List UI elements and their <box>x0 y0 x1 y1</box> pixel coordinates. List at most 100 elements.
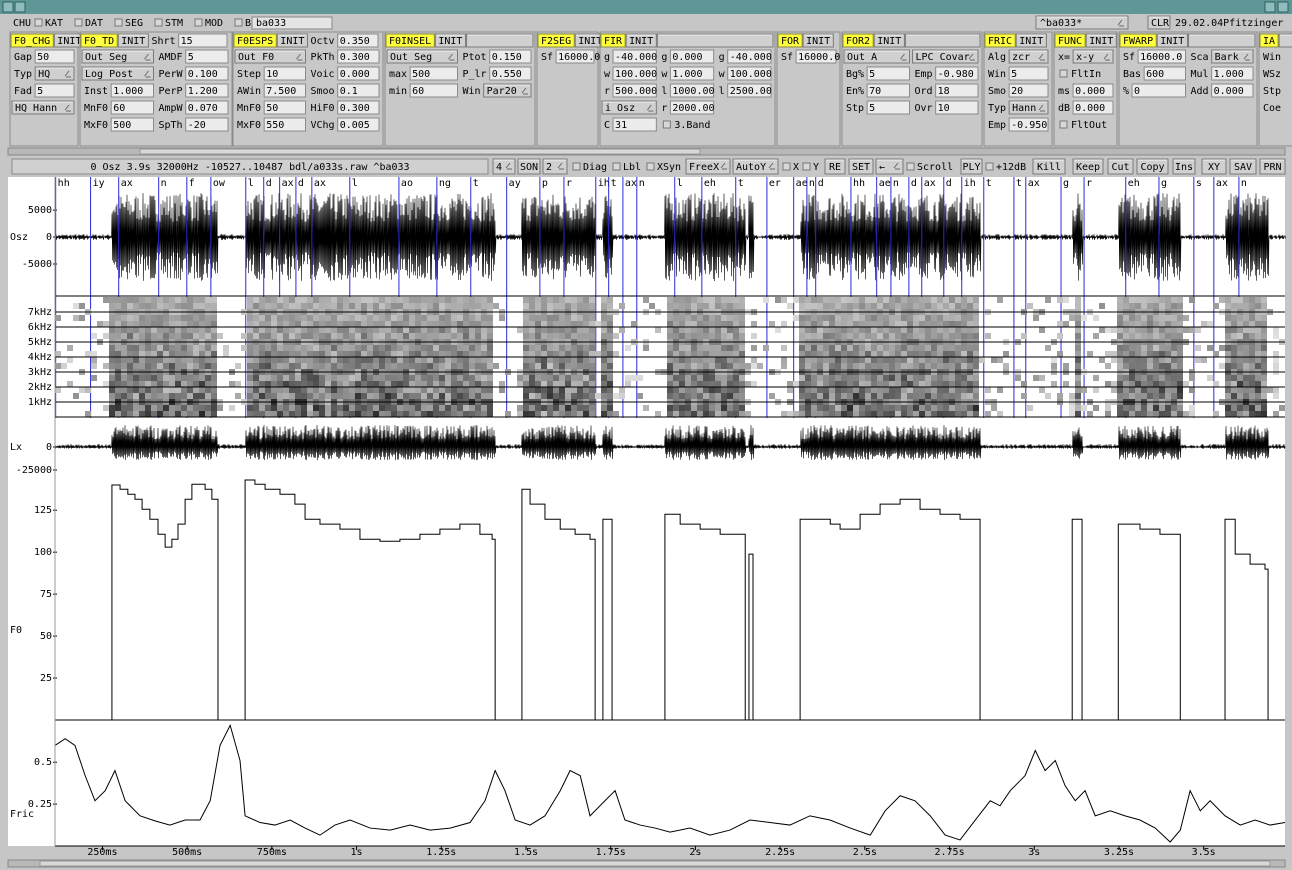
segment-label[interactable]: n <box>1241 178 1247 189</box>
tool-button-text[interactable]: Kill <box>1037 162 1061 173</box>
param-menu-text[interactable]: Hann <box>1012 103 1036 114</box>
minimize-button[interactable] <box>1265 2 1275 12</box>
param-value[interactable]: 16000.0 <box>558 52 600 63</box>
param-value[interactable]: 2000.00 <box>672 103 714 114</box>
segment-label[interactable]: l <box>677 178 683 189</box>
tool-button-text[interactable]: Keep <box>1076 162 1100 173</box>
param-value[interactable]: 1.000 <box>1214 69 1244 80</box>
param-value[interactable]: 16000.0 <box>1140 52 1182 63</box>
tool-button-text[interactable]: RE <box>829 162 841 173</box>
maximize-button[interactable] <box>1278 2 1288 12</box>
segment-label[interactable]: hh <box>58 178 70 189</box>
param-value[interactable]: 60 <box>113 103 125 114</box>
param-value[interactable]: 0.300 <box>340 103 370 114</box>
toolbar-checkbox[interactable] <box>35 19 42 26</box>
init-button-text[interactable]: INIT <box>806 36 830 47</box>
segment-label[interactable]: d <box>818 178 824 189</box>
param-menu-text[interactable]: Par20 <box>487 86 517 97</box>
param-value[interactable]: 10 <box>938 103 950 114</box>
param-value[interactable]: 50 <box>266 103 278 114</box>
param-value[interactable]: 70 <box>869 86 881 97</box>
window-icon[interactable] <box>15 2 25 12</box>
toolbar-checkbox[interactable] <box>195 19 202 26</box>
toggle-label[interactable]: Diag <box>583 162 607 173</box>
param-value[interactable]: 0.070 <box>188 103 218 114</box>
toggle-label[interactable]: X <box>793 162 799 173</box>
param-value[interactable]: 550 <box>266 120 284 131</box>
toggle-box[interactable] <box>573 163 580 170</box>
param-menu-text[interactable]: HQ Hann <box>15 103 57 114</box>
toggle-box[interactable] <box>783 163 790 170</box>
param-value[interactable]: 0.000 <box>1214 86 1244 97</box>
param-menu-text[interactable]: zcr <box>1012 52 1030 63</box>
param-value[interactable]: 1000.00 <box>672 86 714 97</box>
tool-button-text[interactable]: AutoY <box>736 162 766 173</box>
param-value[interactable]: -40.000 <box>615 52 657 63</box>
param-value[interactable]: 100.000 <box>730 69 772 80</box>
toggle-box[interactable] <box>613 163 620 170</box>
segment-label[interactable]: d <box>911 178 917 189</box>
param-value[interactable]: 0.550 <box>492 69 522 80</box>
param-value[interactable]: -20 <box>188 120 206 131</box>
param-menu-text[interactable]: i Osz <box>605 103 635 114</box>
module-title[interactable]: F2SEG <box>541 36 571 47</box>
param-menu-text[interactable]: Out A <box>847 52 877 63</box>
param-value[interactable]: 0.000 <box>340 69 370 80</box>
segment-label[interactable]: r <box>1086 178 1092 189</box>
toolbar-toggle[interactable]: STM <box>165 18 183 29</box>
param-value[interactable]: 100.000 <box>615 69 657 80</box>
module-title[interactable]: F0INSEL <box>389 36 431 47</box>
tool-button-text[interactable]: Ins <box>1175 162 1193 173</box>
segment-label[interactable]: er <box>769 178 781 189</box>
toggle-label[interactable]: XSyn <box>657 162 681 173</box>
segment-label[interactable]: t <box>738 178 744 189</box>
init-button-text[interactable]: INIT <box>121 36 145 47</box>
param-menu-text[interactable]: x-y <box>1076 52 1094 63</box>
toolbar-checkbox[interactable] <box>155 19 162 26</box>
toolbar-toggle[interactable]: DAT <box>85 18 103 29</box>
param-value[interactable]: 18 <box>938 86 950 97</box>
segment-label[interactable]: d <box>298 178 304 189</box>
segment-label[interactable]: eh <box>1128 178 1140 189</box>
segment-label[interactable]: ae <box>796 178 808 189</box>
segment-label[interactable]: d <box>266 178 272 189</box>
tool-button-text[interactable]: 4 <box>496 162 502 173</box>
segment-label[interactable]: n <box>809 178 815 189</box>
toggle-label[interactable]: +12dB <box>996 162 1026 173</box>
param-value[interactable]: 0.000 <box>1075 103 1105 114</box>
init-button-text[interactable]: INIT <box>1089 36 1113 47</box>
segment-label[interactable]: p <box>542 178 548 189</box>
toggle-box[interactable] <box>986 163 993 170</box>
init-button-text[interactable]: INIT <box>57 36 81 47</box>
param-value[interactable]: 500.000 <box>615 86 657 97</box>
param-value[interactable]: -0.950 <box>1011 120 1047 131</box>
segment-label[interactable]: t <box>611 178 617 189</box>
bottom-scrollbar-thumb[interactable] <box>40 861 1270 866</box>
module-title[interactable]: F0ESPS <box>237 36 273 47</box>
param-value[interactable]: 5 <box>869 69 875 80</box>
param-value[interactable]: 0.005 <box>340 120 370 131</box>
param-value[interactable]: -0.980 <box>938 69 974 80</box>
param-value[interactable]: 0.300 <box>340 52 370 63</box>
segment-label[interactable]: eh <box>704 178 716 189</box>
segment-label[interactable]: ax <box>1216 178 1228 189</box>
segment-label[interactable]: d <box>946 178 952 189</box>
param-value[interactable]: 1.200 <box>188 86 218 97</box>
segment-label[interactable]: g <box>1063 178 1069 189</box>
segment-label[interactable]: t <box>473 178 479 189</box>
param-checkbox[interactable] <box>663 121 670 128</box>
segment-label[interactable]: t <box>1016 178 1022 189</box>
param-value[interactable]: 500 <box>412 69 430 80</box>
param-menu-text[interactable]: HQ <box>38 69 50 80</box>
segment-label[interactable]: iy <box>93 178 105 189</box>
init-button-text[interactable]: INIT <box>578 36 602 47</box>
tool-button-text[interactable]: Cut <box>1111 162 1129 173</box>
toggle-box[interactable] <box>647 163 654 170</box>
segment-label[interactable]: ng <box>439 178 451 189</box>
segment-label[interactable]: hh <box>853 178 865 189</box>
segment-label[interactable]: ax <box>1028 178 1040 189</box>
segment-label[interactable]: ae <box>879 178 891 189</box>
param-checkbox[interactable] <box>1060 70 1067 77</box>
module-title[interactable]: FRIC <box>988 36 1012 47</box>
segment-label[interactable]: ax <box>121 178 133 189</box>
